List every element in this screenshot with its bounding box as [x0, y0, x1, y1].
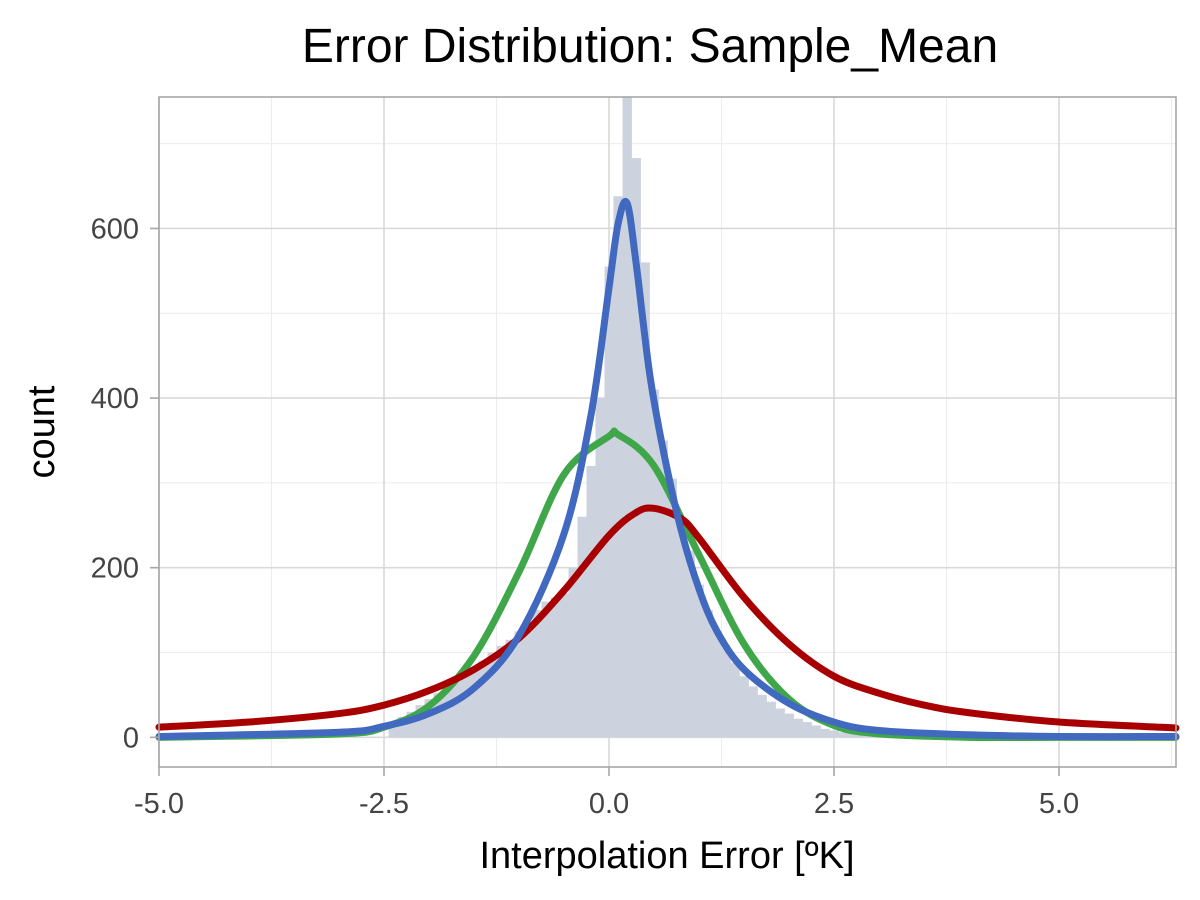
histogram-bar: [532, 610, 542, 738]
plot-panel-border: [158, 96, 1177, 768]
histogram-bar: [604, 266, 614, 738]
histogram-bar: [676, 516, 686, 738]
histogram-bar: [793, 718, 803, 738]
y-tick-label: 200: [91, 553, 139, 585]
histogram-bar: [424, 699, 434, 738]
histogram-bar: [541, 601, 551, 738]
red-fit-curve: [155, 504, 1180, 732]
histogram-bar: [622, 97, 632, 738]
histogram-bar: [550, 597, 560, 738]
x-tick-label: 0.0: [589, 788, 629, 820]
histogram-bar: [388, 722, 398, 738]
histogram-bar: [775, 708, 785, 738]
chart-title: Error Distribution: Sample_Mean: [302, 20, 998, 73]
histogram-bar: [406, 711, 416, 738]
histogram-bar: [712, 631, 722, 738]
histogram-bar: [595, 398, 605, 738]
x-axis-label: Interpolation Error [ºK]: [479, 835, 854, 877]
histogram-bar: [460, 669, 470, 738]
histogram-bar: [577, 516, 587, 738]
histogram-bar: [433, 693, 443, 738]
histogram-bar: [820, 728, 830, 738]
histogram-bar: [586, 465, 596, 738]
histogram-bar: [568, 567, 578, 738]
histogram-bar: [505, 639, 515, 738]
histogram-bar: [496, 645, 506, 738]
histogram-bar: [667, 478, 677, 738]
histogram-bar: [739, 676, 749, 738]
histogram-bar: [757, 694, 767, 738]
histogram-bar: [730, 662, 740, 738]
blue-fit-curve: [155, 198, 1180, 741]
histogram-bar: [847, 733, 857, 738]
histogram-bar: [694, 584, 704, 738]
histogram-bar: [442, 686, 452, 738]
histogram-bar: [838, 732, 848, 738]
fitted-curves: [155, 198, 1180, 742]
y-axis-ticks: 0 200 400 600: [91, 213, 159, 754]
histogram-bar: [640, 262, 650, 738]
histogram-bar: [649, 389, 659, 738]
histogram-bar: [784, 713, 794, 738]
histogram-bar: [397, 716, 407, 738]
histogram-bar: [451, 676, 461, 738]
histogram-bar: [487, 652, 497, 738]
histogram-bar: [766, 701, 776, 738]
histogram-bar: [658, 440, 668, 738]
x-axis-ticks: -5.0 -2.5 0.0 2.5 5.0: [134, 767, 1079, 820]
y-tick-label: 400: [91, 383, 139, 415]
x-tick-label: 2.5: [814, 788, 854, 820]
x-tick-label: -5.0: [134, 788, 184, 820]
x-tick-label: -2.5: [359, 788, 409, 820]
histogram-bar: [469, 671, 479, 738]
histogram-bars: [388, 97, 884, 738]
histogram-bar: [415, 705, 425, 738]
histogram-bar: [829, 730, 839, 738]
histogram-bar: [703, 610, 713, 738]
histogram-bar: [514, 631, 524, 738]
x-tick-label: 5.0: [1039, 788, 1079, 820]
y-tick-label: 600: [91, 213, 139, 245]
y-tick-label: 0: [123, 722, 139, 754]
histogram-bar: [802, 722, 812, 738]
histogram-bar: [811, 725, 821, 738]
y-axis-label: count: [21, 385, 63, 478]
histogram-bar: [478, 660, 488, 738]
histogram-bar: [748, 686, 758, 738]
histogram-bar: [523, 622, 533, 738]
histogram-bar: [559, 593, 569, 738]
histogram-bar: [685, 550, 695, 738]
histogram-bar: [613, 196, 623, 738]
histogram-bar: [721, 648, 731, 738]
